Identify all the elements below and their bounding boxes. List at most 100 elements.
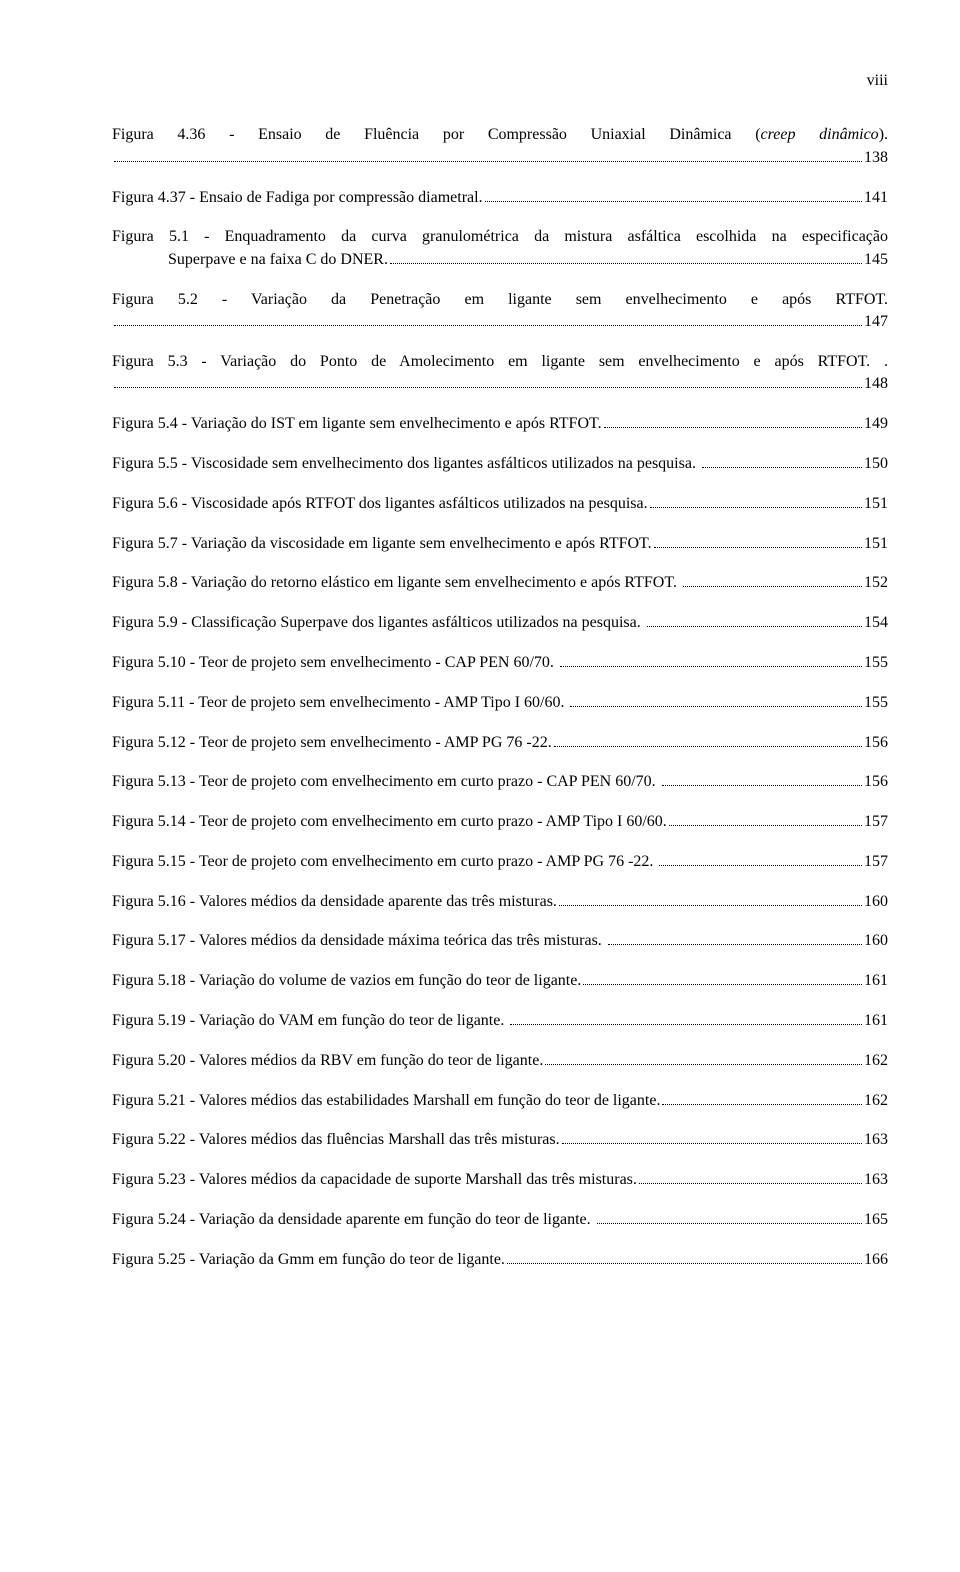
figure-entry: Figura 4.37 - Ensaio de Fadiga por compr… (112, 187, 888, 210)
figure-entry-text: Figura 5.25 - Variação da Gmm em função … (112, 1249, 505, 1271)
figure-entry-page: 162 (864, 1090, 888, 1112)
figure-entry: Figura 5.3 - Variação do Ponto de Amolec… (112, 351, 888, 396)
figure-entry: Figura 5.25 - Variação da Gmm em função … (112, 1248, 888, 1271)
figure-entry-text: Figura 5.13 - Teor de projeto com envelh… (112, 771, 660, 793)
figure-entry-page: 155 (864, 652, 888, 674)
figure-entry-line2: Superpave e na faixa C do DNER. 145 (168, 249, 888, 272)
figure-entry-page: 157 (864, 811, 888, 833)
figure-entry-text: Figura 5.22 - Valores médios das fluênci… (112, 1129, 560, 1151)
figure-entry: Figura 5.16 - Valores médios da densidad… (112, 890, 888, 913)
figure-entry-text: Figura 5.7 - Variação da viscosidade em … (112, 533, 652, 555)
figure-entry-text: Figura 5.12 - Teor de projeto sem envelh… (112, 732, 552, 754)
figure-entry-text: Figura 5.23 - Valores médios da capacida… (112, 1169, 637, 1191)
figure-entry-text: Figura 5.21 - Valores médios das estabil… (112, 1090, 660, 1112)
leader-dots (659, 850, 862, 865)
figure-entry-page: 150 (864, 453, 888, 475)
figure-entry-text: Figura 4.37 - Ensaio de Fadiga por compr… (112, 187, 483, 209)
figure-entry-line2: 138 (112, 147, 888, 170)
figure-entry-text: Figura 5.10 - Teor de projeto sem envelh… (112, 652, 558, 674)
page-number: viii (112, 70, 888, 92)
leader-dots (597, 1208, 862, 1223)
figure-entry: Figura 5.10 - Teor de projeto sem envelh… (112, 652, 888, 675)
italic-term: creep dinâmico (761, 126, 879, 143)
figure-entry-page: 160 (864, 930, 888, 952)
figure-entry-text: Figura 5.20 - Valores médios da RBV em f… (112, 1050, 543, 1072)
list-of-figures: Figura 4.36 - Ensaio de Fluência por Com… (112, 124, 888, 1271)
figure-entry: Figura 5.21 - Valores médios das estabil… (112, 1089, 888, 1112)
figure-entry-page: 148 (864, 373, 888, 395)
figure-entry-text: Figura 5.4 - Variação do IST em ligante … (112, 413, 602, 435)
figure-entry-text: Figura 5.24 - Variação da densidade apar… (112, 1209, 595, 1231)
figure-entry: Figura 5.5 - Viscosidade sem envelhecime… (112, 453, 888, 476)
figure-entry: Figura 5.9 - Classificação Superpave dos… (112, 612, 888, 635)
leader-dots (608, 930, 862, 945)
figure-entry: Figura 5.18 - Variação do volume de vazi… (112, 970, 888, 993)
leader-dots (570, 691, 862, 706)
figure-entry-page: 162 (864, 1050, 888, 1072)
figure-entry: Figura 5.11 - Teor de projeto sem envelh… (112, 691, 888, 714)
figure-entry-page: 147 (864, 311, 888, 333)
figure-entry-text: Figura 5.1 - Enquadramento da curva gran… (112, 226, 888, 248)
leader-dots (662, 1089, 862, 1104)
leader-dots (560, 652, 862, 667)
figure-entry: Figura 4.36 - Ensaio de Fluência por Com… (112, 124, 888, 169)
figure-entry: Figura 5.17 - Valores médios da densidad… (112, 930, 888, 953)
figure-entry-page: 154 (864, 612, 888, 634)
figure-entry-text: Figura 5.8 - Variação do retorno elástic… (112, 572, 681, 594)
leader-dots (114, 373, 862, 388)
figure-entry-page: 155 (864, 692, 888, 714)
figure-entry-page: 157 (864, 851, 888, 873)
figure-entry-text: Figura 5.16 - Valores médios da densidad… (112, 891, 557, 913)
leader-dots (604, 413, 862, 428)
figure-entry-text: Figura 5.15 - Teor de projeto com envelh… (112, 851, 657, 873)
figure-entry-page: 151 (864, 493, 888, 515)
leader-dots (654, 532, 862, 547)
figure-entry-page: 163 (864, 1129, 888, 1151)
figure-entry-page: 165 (864, 1209, 888, 1231)
figure-entry-page: 149 (864, 413, 888, 435)
leader-dots (554, 731, 862, 746)
leader-dots (583, 970, 862, 985)
figure-entry: Figura 5.2 - Variação da Penetração em l… (112, 289, 888, 334)
figure-entry: Figura 5.8 - Variação do retorno elástic… (112, 572, 888, 595)
figure-entry-text: Figura 4.36 - Ensaio de Fluência por Com… (112, 124, 888, 146)
figure-entry: Figura 5.14 - Teor de projeto com envelh… (112, 811, 888, 834)
leader-dots (114, 311, 862, 326)
leader-dots (545, 1049, 862, 1064)
leader-dots (647, 612, 862, 627)
figure-entry-line2: 147 (112, 311, 888, 334)
leader-dots (662, 771, 862, 786)
figure-entry-page: 166 (864, 1249, 888, 1271)
figure-entry-page: 145 (864, 249, 888, 271)
leader-dots (639, 1169, 862, 1184)
leader-dots (390, 249, 862, 264)
figure-entry-page: 161 (864, 970, 888, 992)
figure-entry-page: 151 (864, 533, 888, 555)
figure-entry-text: Superpave e na faixa C do DNER. (168, 249, 388, 271)
figure-entry: Figura 5.12 - Teor de projeto sem envelh… (112, 731, 888, 754)
leader-dots (702, 453, 862, 468)
leader-dots (485, 187, 862, 202)
figure-entry-page: 163 (864, 1169, 888, 1191)
figure-entry-text: Figura 5.5 - Viscosidade sem envelhecime… (112, 453, 700, 475)
figure-entry: Figura 5.6 - Viscosidade após RTFOT dos … (112, 492, 888, 515)
leader-dots (559, 890, 862, 905)
figure-entry-text: Figura 5.6 - Viscosidade após RTFOT dos … (112, 493, 648, 515)
figure-entry: Figura 5.23 - Valores médios da capacida… (112, 1169, 888, 1192)
leader-dots (507, 1248, 862, 1263)
figure-entry-page: 156 (864, 771, 888, 793)
figure-entry: Figura 5.24 - Variação da densidade apar… (112, 1208, 888, 1231)
figure-entry-page: 156 (864, 732, 888, 754)
figure-entry-text: Figura 5.2 - Variação da Penetração em l… (112, 289, 888, 311)
figure-entry-page: 160 (864, 891, 888, 913)
figure-entry-line2: 148 (112, 373, 888, 396)
leader-dots (510, 1010, 862, 1025)
figure-entry-indent: Superpave e na faixa C do DNER. 145 (168, 249, 888, 272)
figure-entry-page: 138 (864, 147, 888, 169)
figure-entry: Figura 5.22 - Valores médios das fluênci… (112, 1129, 888, 1152)
leader-dots (669, 811, 862, 826)
figure-entry-text: Figura 5.17 - Valores médios da densidad… (112, 930, 606, 952)
leader-dots (650, 492, 862, 507)
figure-entry-text: Figura 5.18 - Variação do volume de vazi… (112, 970, 581, 992)
figure-entry: Figura 5.19 - Variação do VAM em função … (112, 1010, 888, 1033)
